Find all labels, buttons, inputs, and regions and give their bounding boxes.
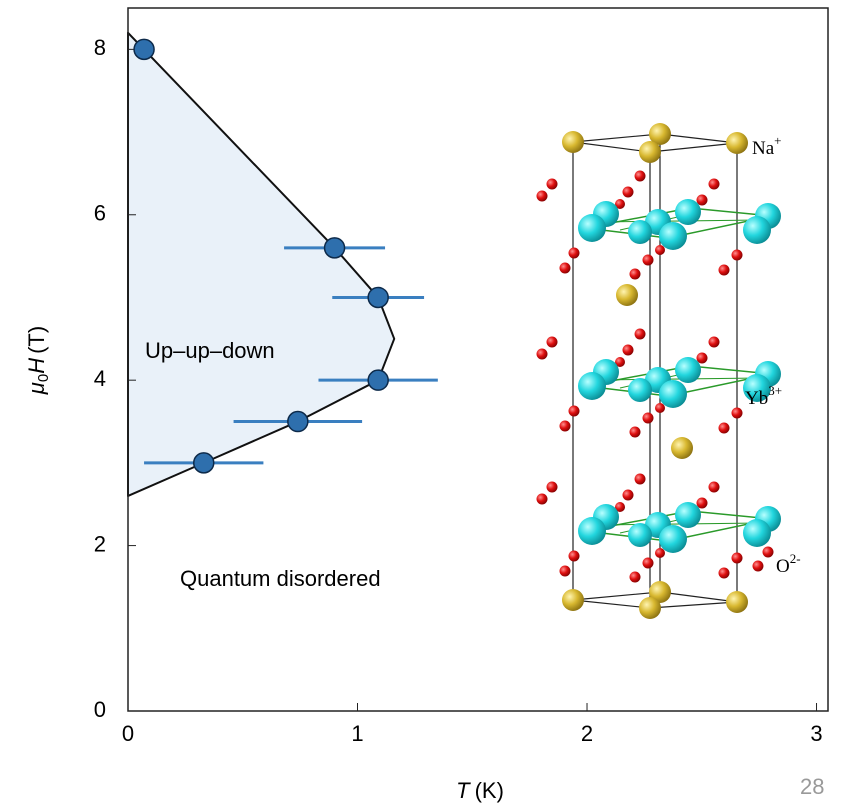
ion-label: O2-	[776, 551, 801, 577]
ion-label: Na+	[752, 133, 782, 159]
ion-charge: 3+	[768, 383, 782, 398]
data-point	[325, 238, 345, 258]
x-label-unit: (K)	[475, 778, 504, 803]
data-point	[288, 412, 308, 432]
phase-boundary	[128, 33, 394, 496]
data-point	[194, 453, 214, 473]
page-number: 28	[800, 774, 824, 799]
x-tick-label: 0	[122, 721, 134, 746]
ion-symbol: Na	[752, 138, 775, 159]
x-label-var: T	[456, 778, 471, 803]
y-tick-label: 4	[94, 366, 106, 391]
y-label-sub: 0	[35, 374, 52, 382]
y-tick-label: 6	[94, 201, 106, 226]
x-axis-label: T(K)	[456, 778, 504, 803]
annotation: Quantum disordered	[180, 566, 381, 591]
y-label-unit: (T)	[24, 326, 49, 354]
data-point	[368, 287, 388, 307]
crystal-structure	[537, 123, 782, 619]
ion-symbol: Yb	[745, 388, 768, 409]
ion-charge: +	[774, 133, 781, 148]
y-tick-label: 0	[94, 697, 106, 722]
ion-charge: 2-	[790, 551, 801, 566]
data-point	[134, 39, 154, 59]
x-tick-label: 3	[810, 721, 822, 746]
chart: 28 012302468T(K)μ0H(T)Up–up–downQuantum …	[0, 0, 844, 809]
annotation: Up–up–down	[145, 338, 275, 363]
y-tick-label: 2	[94, 531, 106, 556]
data-point	[368, 370, 388, 390]
y-tick-label: 8	[94, 35, 106, 60]
y-label-var: H	[24, 358, 49, 374]
y-label-symbol: μ	[24, 382, 49, 395]
x-tick-label: 2	[581, 721, 593, 746]
x-tick-label: 1	[351, 721, 363, 746]
ion-symbol: O	[776, 556, 790, 577]
y-axis-label: μ0H (T)	[24, 326, 52, 395]
